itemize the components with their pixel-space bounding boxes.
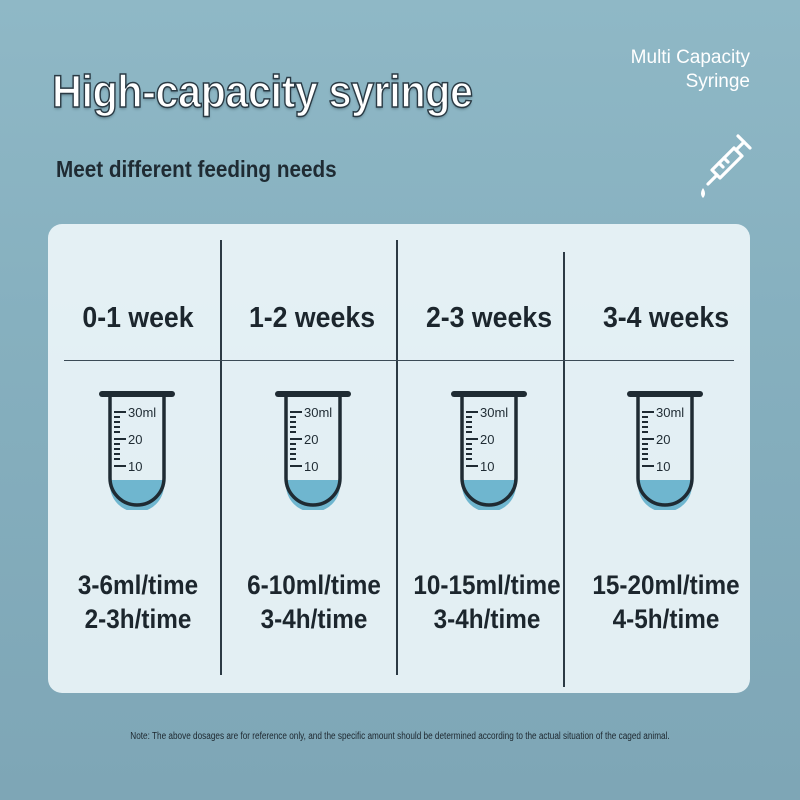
tube-mark-30: 30ml [304,405,332,420]
dose-interval: 3-4h/time [433,604,541,634]
measuring-tube-icon: 30ml 20 10 [627,391,703,510]
age-label: 0-1 week [82,302,194,334]
column-divider [220,240,222,675]
dose-interval: 2-3h/time [84,604,192,634]
brand-label: Multi Capacity Syringe [631,46,750,94]
measuring-tube-icon: 30ml 20 10 [99,391,175,510]
dose-amount: 3-6ml/time [77,570,199,600]
tube-mark-20: 20 [656,432,670,447]
column-divider [563,252,565,687]
header-divider [64,360,734,361]
tube-mark-10: 10 [304,459,318,474]
page-title: High-capacity syringe [51,65,473,118]
tube-mark-20: 20 [304,432,318,447]
dose-interval: 4-5h/time [612,604,720,634]
measuring-tube-icon: 30ml 20 10 [275,391,351,510]
age-label: 1-2 weeks [248,302,376,334]
tube-mark-30: 30ml [128,405,156,420]
syringe-icon [701,134,752,198]
tube-mark-10: 10 [480,459,494,474]
brand-line-1: Multi Capacity [630,47,750,68]
age-label: 3-4 weeks [602,302,730,334]
disclaimer-note: Note: The above dosages are for referenc… [130,731,670,742]
tube-mark-20: 20 [480,432,494,447]
tube-mark-10: 10 [128,459,142,474]
column-divider [396,240,398,675]
tube-mark-30: 30ml [480,405,508,420]
page-subtitle: Meet different feeding needs [56,156,337,182]
age-label: 2-3 weeks [425,302,553,334]
dose-amount: 6-10ml/time [247,570,381,600]
tube-mark-30: 30ml [656,405,684,420]
tube-mark-20: 20 [128,432,142,447]
brand-line-2: Syringe [685,71,750,92]
tube-mark-10: 10 [656,459,670,474]
dose-amount: 15-20ml/time [592,570,740,600]
dose-amount: 10-15ml/time [413,570,561,600]
measuring-tube-icon: 30ml 20 10 [451,391,527,510]
dose-interval: 3-4h/time [260,604,368,634]
